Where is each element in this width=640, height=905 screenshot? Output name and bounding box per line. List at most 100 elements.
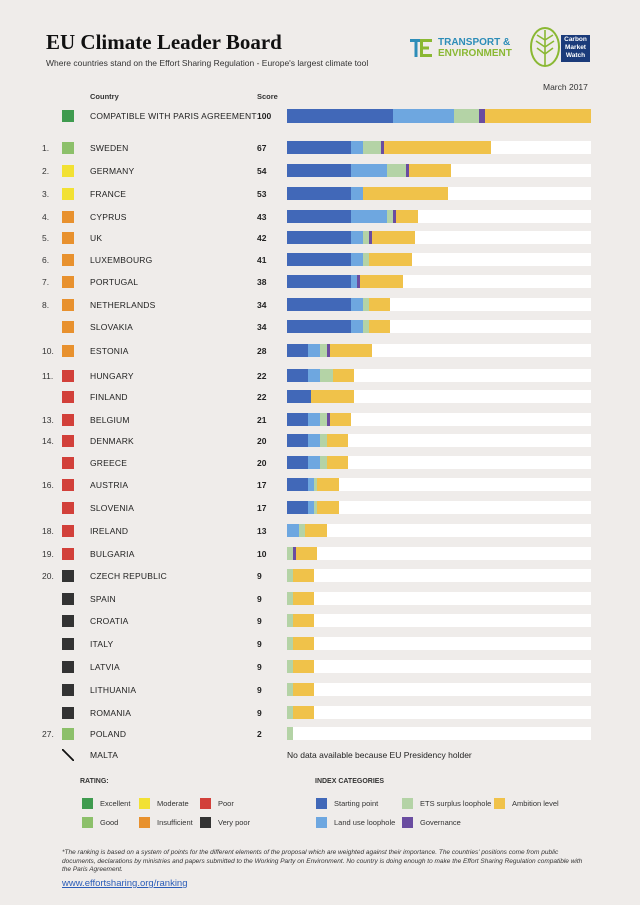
country-name: DENMARK xyxy=(90,436,134,446)
country-name: UK xyxy=(90,233,103,243)
country-name: ITALY xyxy=(90,639,114,649)
bar-segment-ambition-level xyxy=(384,141,491,154)
bar-track xyxy=(287,478,591,491)
bar-segment-starting-point xyxy=(287,369,309,382)
legend-label: Land use loophole xyxy=(334,818,396,827)
cmw-logo-line1: Carbon xyxy=(564,36,587,43)
legend-label: Moderate xyxy=(157,799,189,808)
bar-segment-starting-point xyxy=(287,501,309,514)
bar-track xyxy=(287,275,591,288)
bar-track xyxy=(287,210,591,223)
source-link[interactable]: www.effortsharing.org/ranking xyxy=(62,878,188,889)
bar-segment-starting-point xyxy=(287,344,309,357)
bar-segment-land-use-loophole xyxy=(350,164,388,177)
rank-label: 4. xyxy=(42,212,50,222)
bar-segment-ets-surplus-loophole xyxy=(320,456,327,469)
score-value: 21 xyxy=(257,415,267,425)
country-row: 10. ESTONIA 28 xyxy=(0,343,640,359)
bar-track xyxy=(287,614,591,627)
bar-segment-land-use-loophole xyxy=(308,434,321,447)
bar-track xyxy=(287,637,591,650)
rank-label: 16. xyxy=(42,480,54,490)
rank-label: 13. xyxy=(42,415,54,425)
score-value: 20 xyxy=(257,458,267,468)
country-name: MALTA xyxy=(90,750,119,760)
rank-label: 2. xyxy=(42,166,50,176)
bar-segment-ets-surplus-loophole xyxy=(314,501,318,514)
rating-swatch xyxy=(62,276,74,288)
bar-segment-ets-surplus-loophole xyxy=(287,727,294,740)
bar-track xyxy=(287,164,591,177)
leaf-icon xyxy=(530,27,560,67)
score-value: 20 xyxy=(257,436,267,446)
country-row: SLOVENIA 17 xyxy=(0,500,640,516)
country-name: CYPRUS xyxy=(90,212,127,222)
country-row: 1. SWEDEN 67 xyxy=(0,140,640,156)
rank-label: 1. xyxy=(42,143,50,153)
bar-segment-starting-point xyxy=(287,210,351,223)
country-row: SLOVAKIA 34 xyxy=(0,319,640,335)
bar-segment-ambition-level xyxy=(329,413,351,426)
bar-segment-land-use-loophole xyxy=(350,320,363,333)
bar-segment-governance xyxy=(326,413,330,426)
swatch-good xyxy=(82,817,93,828)
bar-segment-governance xyxy=(293,547,297,560)
bar-segment-ets-surplus-loophole xyxy=(287,706,294,719)
score-value: 67 xyxy=(257,143,267,153)
column-header-country: Country xyxy=(90,92,119,101)
bar-segment-land-use-loophole xyxy=(308,456,321,469)
score-value: 43 xyxy=(257,212,267,222)
country-row: 5. UK 42 xyxy=(0,230,640,246)
country-row: 3. FRANCE 53 xyxy=(0,186,640,202)
bar-track xyxy=(287,569,591,582)
rating-swatch xyxy=(62,661,74,673)
score-value: 9 xyxy=(257,571,262,581)
rating-swatch xyxy=(62,165,74,177)
rank-label: 20. xyxy=(42,571,54,581)
bar-track xyxy=(287,390,591,403)
bar-segment-ets-surplus-loophole xyxy=(320,434,327,447)
country-name: LATVIA xyxy=(90,662,120,672)
score-value: 9 xyxy=(257,594,262,604)
bar-segment-ambition-level xyxy=(484,109,591,123)
bar-segment-land-use-loophole xyxy=(308,369,321,382)
te-logo-line1: TRANSPORT & xyxy=(438,37,511,48)
bar-segment-starting-point xyxy=(287,478,309,491)
country-name: FINLAND xyxy=(90,392,128,402)
bar-segment-ambition-level xyxy=(293,592,315,605)
rank-label: 3. xyxy=(42,189,50,199)
score-value: 22 xyxy=(257,392,267,402)
bar-segment-ambition-level xyxy=(317,478,339,491)
bar-track xyxy=(287,253,591,266)
bar-track xyxy=(287,706,591,719)
country-row: 2. GERMANY 54 xyxy=(0,163,640,179)
bar-segment-ambition-level xyxy=(372,231,415,244)
rank-label: 10. xyxy=(42,346,54,356)
bar-track xyxy=(287,592,591,605)
score-value: 53 xyxy=(257,189,267,199)
swatch-governance xyxy=(402,817,413,828)
bar-segment-ambition-level xyxy=(296,547,318,560)
rating-swatch xyxy=(62,370,74,382)
country-row: 14. DENMARK 20 xyxy=(0,433,640,449)
bar-segment-ets-surplus-loophole xyxy=(363,253,370,266)
bar-segment-ets-surplus-loophole xyxy=(320,413,327,426)
score-value: 17 xyxy=(257,503,267,513)
bar-segment-ets-surplus-loophole xyxy=(387,164,406,177)
rating-swatch xyxy=(62,299,74,311)
rank-label: 14. xyxy=(42,436,54,446)
bar-segment-ets-surplus-loophole xyxy=(287,660,294,673)
bar-segment-land-use-loophole xyxy=(350,253,363,266)
country-row: 18. IRELAND 13 xyxy=(0,523,640,539)
bar-segment-ets-surplus-loophole xyxy=(287,592,294,605)
country-name: ROMANIA xyxy=(90,708,132,718)
country-name: POLAND xyxy=(90,729,127,739)
country-row: ITALY 9 xyxy=(0,636,640,652)
bar-track xyxy=(287,683,591,696)
score-value: 2 xyxy=(257,729,262,739)
country-row: 20. CZECH REPUBLIC 9 xyxy=(0,568,640,584)
bar-segment-starting-point xyxy=(287,109,394,123)
country-name: LUXEMBOURG xyxy=(90,255,153,265)
no-data-note: No data available because EU Presidency … xyxy=(287,750,472,760)
bar-segment-ambition-level xyxy=(293,683,315,696)
